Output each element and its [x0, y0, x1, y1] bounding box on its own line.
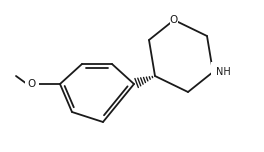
Text: O: O [170, 15, 178, 25]
Text: NH: NH [216, 67, 231, 77]
Text: O: O [28, 79, 36, 89]
